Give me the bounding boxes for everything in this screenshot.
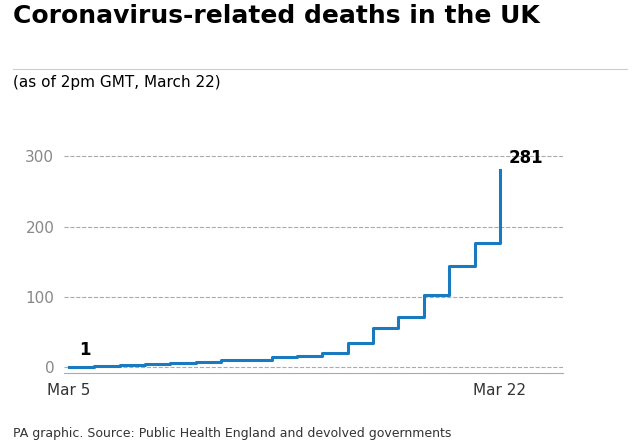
Text: (as of 2pm GMT, March 22): (as of 2pm GMT, March 22) [13, 75, 220, 91]
Text: PA graphic. Source: Public Health England and devolved governments: PA graphic. Source: Public Health Englan… [13, 427, 451, 440]
Text: 1: 1 [79, 341, 91, 359]
Text: Coronavirus-related deaths in the UK: Coronavirus-related deaths in the UK [13, 4, 540, 28]
Text: 281: 281 [509, 149, 543, 166]
